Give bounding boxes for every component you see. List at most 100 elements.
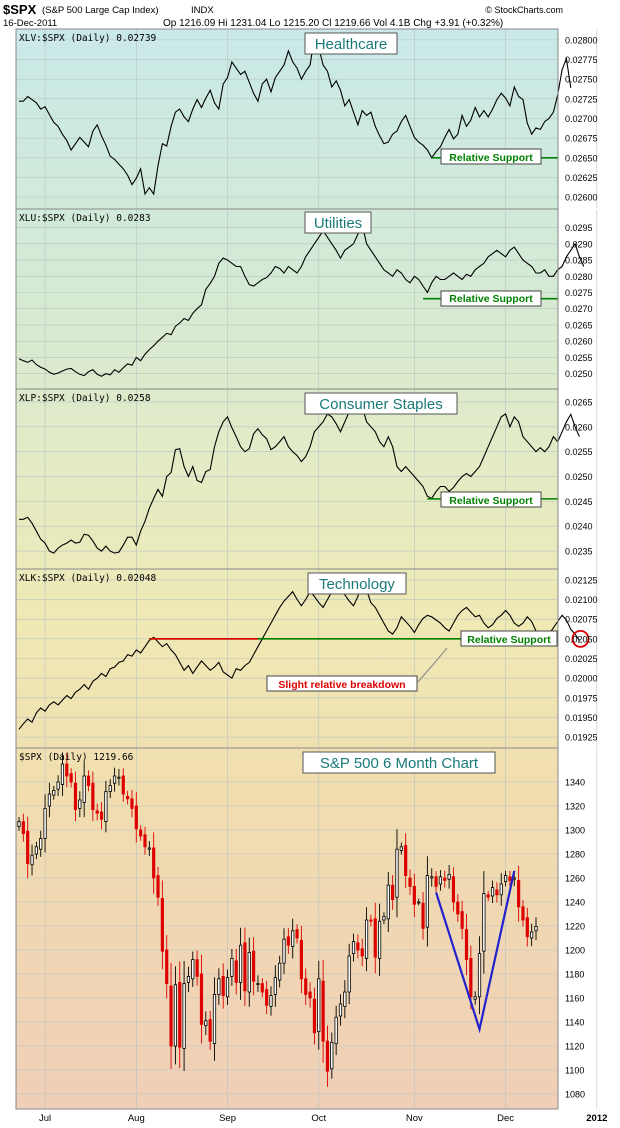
candle-body — [186, 976, 191, 983]
y-tick-spx: 1280 — [565, 850, 585, 860]
candle-body — [17, 821, 21, 827]
candle-body — [108, 785, 112, 792]
candle-body — [338, 1003, 343, 1017]
legend-spx: $SPX (Daily) 1219.66 — [19, 752, 134, 763]
y-tick-xlv: 0.02625 — [565, 173, 598, 183]
candle-body — [391, 884, 395, 901]
support-label-box-xlk — [460, 630, 558, 647]
panel-title-spx: S&P 500 6 Month Chart — [320, 755, 479, 772]
candle-body — [304, 978, 308, 995]
panel-title-utilities: Utilities — [314, 215, 362, 232]
candle-body — [456, 901, 460, 915]
y-axis-labels: 0.02800 0.02775 0.02750 0.02725 0.02700 0.026… — [565, 35, 598, 1099]
y-tick-xlv: 0.02775 — [565, 55, 598, 65]
candle-body — [243, 942, 247, 992]
y-tick-xlu: 0.0270 — [565, 304, 593, 314]
candle-body — [364, 919, 369, 959]
candle-body — [43, 808, 47, 839]
symbol-label: $SPX — [3, 2, 37, 17]
y-tick-spx: 1340 — [565, 778, 585, 788]
candle-body — [399, 846, 403, 851]
legend-xlp: XLP:$SPX (Daily) 0.0258 — [19, 393, 151, 404]
candle-body — [139, 829, 143, 837]
candle-body — [477, 953, 482, 998]
candle-body — [256, 983, 260, 985]
y-tick-xlu: 0.0280 — [565, 272, 593, 282]
legend-xlv: XLV:$SPX (Daily) 0.02739 — [19, 33, 157, 44]
watermark: © StockCharts.com — [485, 5, 563, 15]
y-tick-xlv: 0.02700 — [565, 114, 598, 124]
y-tick-spx: 1300 — [565, 826, 585, 836]
y-tick-spx: 1140 — [565, 1018, 584, 1028]
gridlines — [16, 29, 598, 1109]
candle-body — [334, 1016, 338, 1045]
panel-title-consumer-staples: Consumer Staples — [319, 396, 442, 413]
y-tick-xlu: 0.0290 — [565, 239, 593, 249]
candle-body — [521, 906, 525, 921]
line-xlp — [19, 395, 580, 554]
candle-body — [525, 917, 529, 938]
candle-body — [173, 984, 177, 1047]
y-tick-xlv: 0.02800 — [565, 35, 598, 45]
candle-body — [343, 991, 347, 1007]
y-tick-xlv: 0.02725 — [565, 94, 598, 104]
x-tick-label: Nov — [406, 1113, 423, 1124]
candle-body — [152, 847, 156, 879]
y-tick-spx: 1200 — [565, 946, 585, 956]
y-tick-spx: 1100 — [565, 1066, 584, 1076]
candle-body — [69, 773, 73, 783]
y-tick-spx: 1120 — [565, 1042, 584, 1052]
y-tick-xlv: 0.02650 — [565, 153, 598, 163]
candle-body — [52, 790, 56, 796]
support-label-xlu: Relative Support — [449, 293, 533, 305]
x-tick-label: Dec — [497, 1113, 514, 1124]
candle-body — [269, 995, 273, 1007]
candle-body — [147, 847, 151, 850]
title-box-utilities — [304, 211, 372, 234]
x-tick-label: Jul — [39, 1113, 51, 1124]
candle-body — [143, 834, 147, 848]
candle-body — [469, 958, 473, 998]
support-label-box-xlu — [440, 290, 542, 307]
candle-body — [495, 889, 499, 896]
support-label-box-xlp — [440, 491, 542, 508]
y-tick-spx: 1180 — [565, 970, 584, 980]
y-tick-xlu: 0.0260 — [565, 337, 593, 347]
candle-body — [356, 942, 360, 951]
y-tick-xlp: 0.0240 — [565, 522, 593, 532]
candle-body — [286, 936, 290, 946]
candle-body — [82, 775, 86, 803]
x-tick-label: Oct — [311, 1113, 326, 1124]
x-tick-label: Aug — [128, 1113, 145, 1124]
candle-body — [104, 791, 108, 822]
y-tick-xlk: 0.02000 — [565, 674, 598, 684]
candle-body — [252, 950, 256, 982]
candle-body — [134, 805, 138, 830]
y-tick-spx: 1160 — [565, 994, 584, 1004]
candle-body — [238, 944, 243, 983]
candle-body — [95, 810, 99, 814]
candle-body — [60, 763, 65, 785]
candle-body — [117, 776, 121, 779]
y-tick-xlk: 0.02075 — [565, 615, 598, 625]
candle-body — [282, 938, 286, 964]
y-tick-spx: 1240 — [565, 898, 585, 908]
quote-line: Op 1216.09 Hi 1231.04 Lo 1215.20 Cl 1219… — [163, 18, 503, 29]
candle-body — [347, 955, 351, 993]
candle-body — [404, 845, 408, 876]
panel-title-technology: Technology — [319, 576, 395, 593]
candle-body — [447, 874, 451, 880]
line-xlv — [19, 34, 572, 196]
line-xlk — [18, 577, 580, 730]
y-tick-spx: 1260 — [565, 874, 585, 884]
candle-body — [230, 958, 234, 977]
candle-body — [430, 876, 434, 879]
candle-body — [517, 880, 521, 908]
y-tick-xlu: 0.0250 — [565, 369, 593, 379]
candle-body — [508, 876, 512, 881]
y-tick-spx: 1080 — [565, 1090, 585, 1100]
y-tick-xlk: 0.02100 — [565, 595, 598, 605]
candle-body — [317, 978, 321, 1032]
candle-body — [421, 902, 425, 929]
